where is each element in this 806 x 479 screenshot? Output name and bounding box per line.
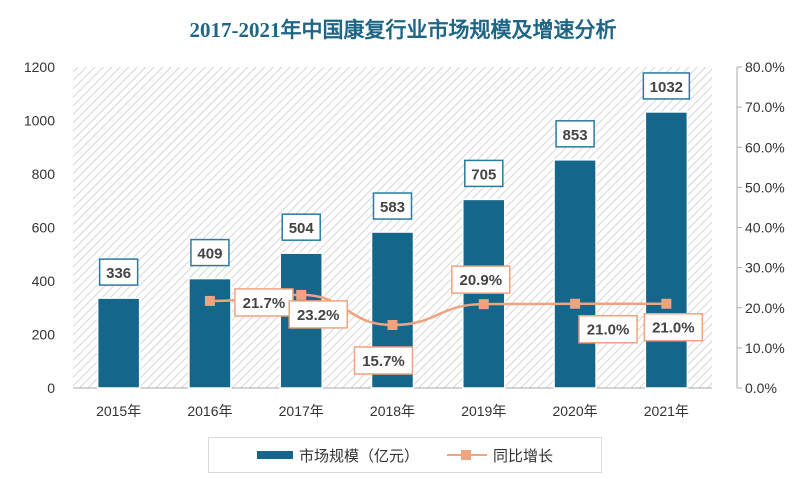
y-right-tick: 10.0% [745, 340, 785, 356]
y-right-tick: 40.0% [745, 220, 785, 236]
line-label-box [353, 346, 414, 375]
bar [644, 111, 689, 389]
x-tick: 2020年 [552, 403, 597, 419]
line-label: 21.0% [652, 320, 695, 337]
growth-line [209, 293, 667, 327]
bar [96, 297, 141, 389]
bar-label-box [464, 159, 504, 188]
line-label-box [451, 265, 511, 294]
line-marker [387, 320, 398, 331]
x-tick: 2017年 [279, 403, 324, 419]
legend-label: 市场规模（亿元） [298, 447, 419, 465]
bar-label: 1032 [650, 79, 683, 96]
x-tick: 2016年 [187, 403, 232, 419]
bar-label: 583 [380, 199, 405, 216]
x-tick: 2018年 [370, 403, 415, 419]
y-right-tick: 50.0% [745, 179, 785, 195]
x-tick: 2021年 [644, 403, 689, 419]
y-right-tick: 30.0% [745, 260, 785, 276]
y-left-tick: 0 [47, 380, 55, 396]
line-marker [204, 295, 215, 306]
legend-item-bar: 市场规模（亿元） [256, 445, 419, 466]
line-label-box [288, 300, 348, 329]
bar [553, 159, 597, 389]
y-left-tick: 1200 [24, 59, 55, 75]
line-marker [570, 298, 581, 309]
bar [188, 277, 232, 389]
bar-label: 336 [106, 265, 131, 282]
line-marker [478, 299, 489, 310]
bar-label: 853 [563, 127, 588, 144]
line-label-box [578, 314, 638, 344]
legend-label: 同比增长 [493, 447, 554, 465]
bar-label: 409 [197, 246, 222, 263]
legend-bar-swatch [256, 451, 293, 459]
bar-label-box [642, 72, 691, 100]
bar-label-box [98, 258, 139, 286]
legend-line-swatch [447, 450, 487, 460]
bar-label-box [281, 213, 321, 241]
line-marker [296, 289, 307, 300]
x-tick: 2019年 [461, 403, 506, 419]
x-tick: 2015年 [96, 403, 141, 419]
chart-title: 2017-2021年中国康复行业市场规模及增速分析 [189, 18, 617, 42]
y-left-tick: 800 [32, 166, 56, 182]
bar-label-box [372, 192, 413, 220]
y-left-tick: 600 [32, 220, 56, 236]
y-right-tick: 0.0% [745, 380, 777, 396]
line-label: 23.2% [297, 307, 340, 324]
y-right-tick: 80.0% [745, 59, 785, 75]
line-label-box [643, 312, 704, 342]
line-label: 15.7% [362, 353, 405, 370]
bar-label: 504 [289, 220, 315, 237]
y-right-tick: 60.0% [745, 139, 785, 155]
y-left-tick: 200 [32, 327, 56, 343]
y-left-tick: 400 [32, 273, 56, 289]
line-label: 20.9% [460, 272, 503, 289]
y-right-tick: 70.0% [745, 99, 785, 115]
legend: 市场规模（亿元） 同比增长 [208, 437, 602, 473]
legend-item-line: 同比增长 [447, 445, 553, 466]
line-label: 21.7% [243, 295, 286, 312]
y-right-tick: 20.0% [745, 300, 785, 316]
bar-label: 705 [471, 166, 496, 183]
bar-label-box [190, 238, 230, 267]
bar-label-box [555, 120, 595, 148]
line-marker [661, 298, 672, 309]
y-left-tick: 1000 [24, 113, 55, 129]
line-label: 21.0% [587, 322, 630, 339]
